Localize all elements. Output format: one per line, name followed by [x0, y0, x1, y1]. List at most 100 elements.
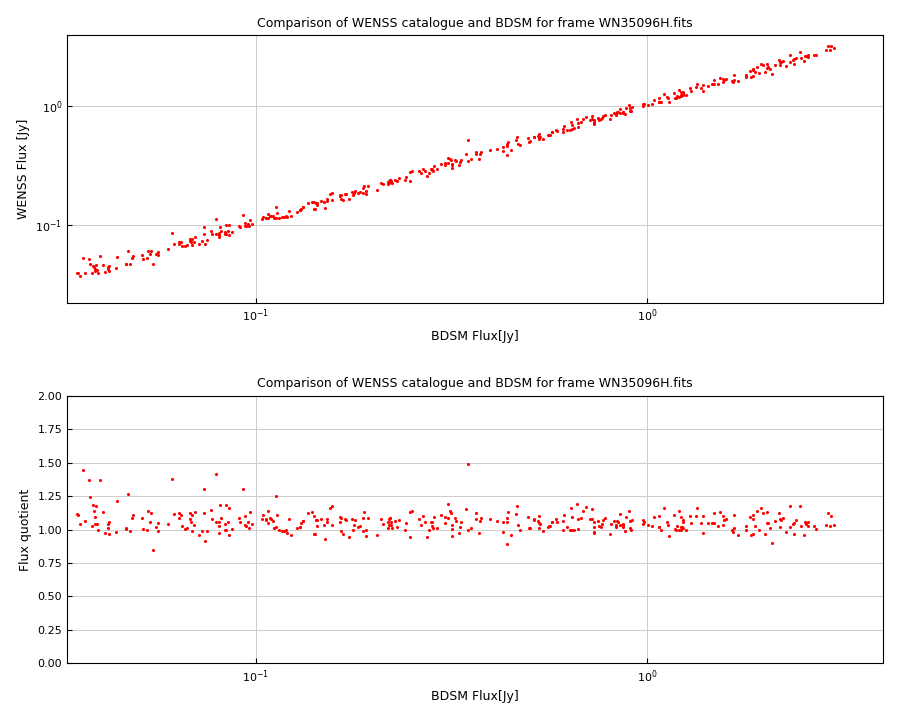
Point: [441, 152, 455, 163]
Point: [86, 505, 101, 517]
Point: [88, 263, 103, 274]
Point: [70, 509, 85, 521]
Point: [724, 524, 739, 536]
Point: [564, 524, 579, 536]
Point: [218, 228, 232, 240]
Point: [495, 516, 509, 528]
Point: [613, 509, 627, 521]
Point: [275, 212, 290, 223]
Point: [543, 129, 557, 140]
Point: [241, 218, 256, 230]
Point: [706, 518, 721, 529]
Point: [83, 491, 97, 503]
Point: [541, 130, 555, 141]
Point: [446, 530, 460, 541]
Point: [270, 510, 284, 521]
Point: [258, 513, 273, 524]
Point: [711, 78, 725, 89]
Point: [204, 228, 219, 240]
Point: [279, 210, 293, 221]
Point: [213, 221, 228, 233]
Point: [668, 523, 682, 535]
Point: [759, 66, 773, 78]
Point: [220, 516, 235, 528]
Point: [654, 96, 669, 108]
Point: [187, 236, 202, 248]
Point: [195, 525, 210, 536]
Point: [513, 139, 527, 150]
Point: [453, 156, 467, 168]
Point: [119, 258, 133, 269]
Point: [382, 177, 396, 189]
Point: [472, 153, 486, 165]
Point: [563, 116, 578, 127]
Point: [213, 225, 228, 237]
Point: [662, 530, 677, 541]
Point: [585, 503, 599, 515]
Point: [623, 522, 637, 534]
Point: [353, 520, 367, 531]
Point: [495, 142, 509, 153]
Point: [399, 518, 413, 529]
Point: [594, 521, 608, 533]
Point: [647, 511, 662, 523]
Point: [324, 188, 338, 199]
Point: [95, 507, 110, 518]
Point: [676, 514, 690, 526]
Point: [290, 523, 304, 534]
Point: [174, 236, 188, 248]
Point: [776, 55, 790, 67]
Point: [496, 526, 510, 538]
Point: [86, 267, 100, 279]
Point: [259, 514, 274, 526]
Point: [786, 518, 800, 530]
Point: [759, 528, 773, 539]
Point: [424, 163, 438, 175]
Point: [560, 124, 574, 135]
Point: [296, 202, 310, 213]
Point: [746, 528, 760, 539]
Point: [613, 519, 627, 531]
Point: [706, 78, 720, 90]
Point: [464, 153, 478, 165]
Point: [611, 107, 625, 118]
Point: [636, 514, 651, 526]
Point: [414, 167, 428, 179]
Point: [500, 516, 515, 528]
Point: [595, 518, 609, 529]
Point: [438, 518, 453, 529]
Point: [774, 57, 788, 68]
Point: [716, 519, 731, 531]
Point: [199, 525, 213, 536]
Point: [544, 127, 559, 138]
Point: [490, 516, 504, 527]
Point: [403, 166, 418, 177]
Point: [90, 267, 104, 279]
Point: [314, 513, 328, 525]
Point: [675, 89, 689, 101]
Point: [565, 511, 580, 523]
Point: [550, 125, 564, 137]
Point: [473, 147, 488, 158]
Point: [136, 253, 150, 264]
Point: [382, 176, 396, 187]
Point: [521, 136, 535, 148]
Point: [746, 510, 760, 521]
Point: [527, 514, 542, 526]
Point: [619, 102, 634, 114]
Point: [353, 186, 367, 197]
Point: [213, 499, 228, 510]
Point: [359, 188, 374, 199]
Point: [310, 520, 324, 531]
Point: [808, 50, 823, 61]
Point: [308, 528, 322, 540]
Point: [81, 253, 95, 265]
Point: [800, 516, 814, 527]
Point: [161, 243, 176, 255]
Point: [445, 158, 459, 170]
Point: [532, 128, 546, 140]
Point: [787, 528, 801, 540]
Point: [468, 147, 482, 158]
Point: [361, 181, 375, 192]
Point: [549, 513, 563, 525]
